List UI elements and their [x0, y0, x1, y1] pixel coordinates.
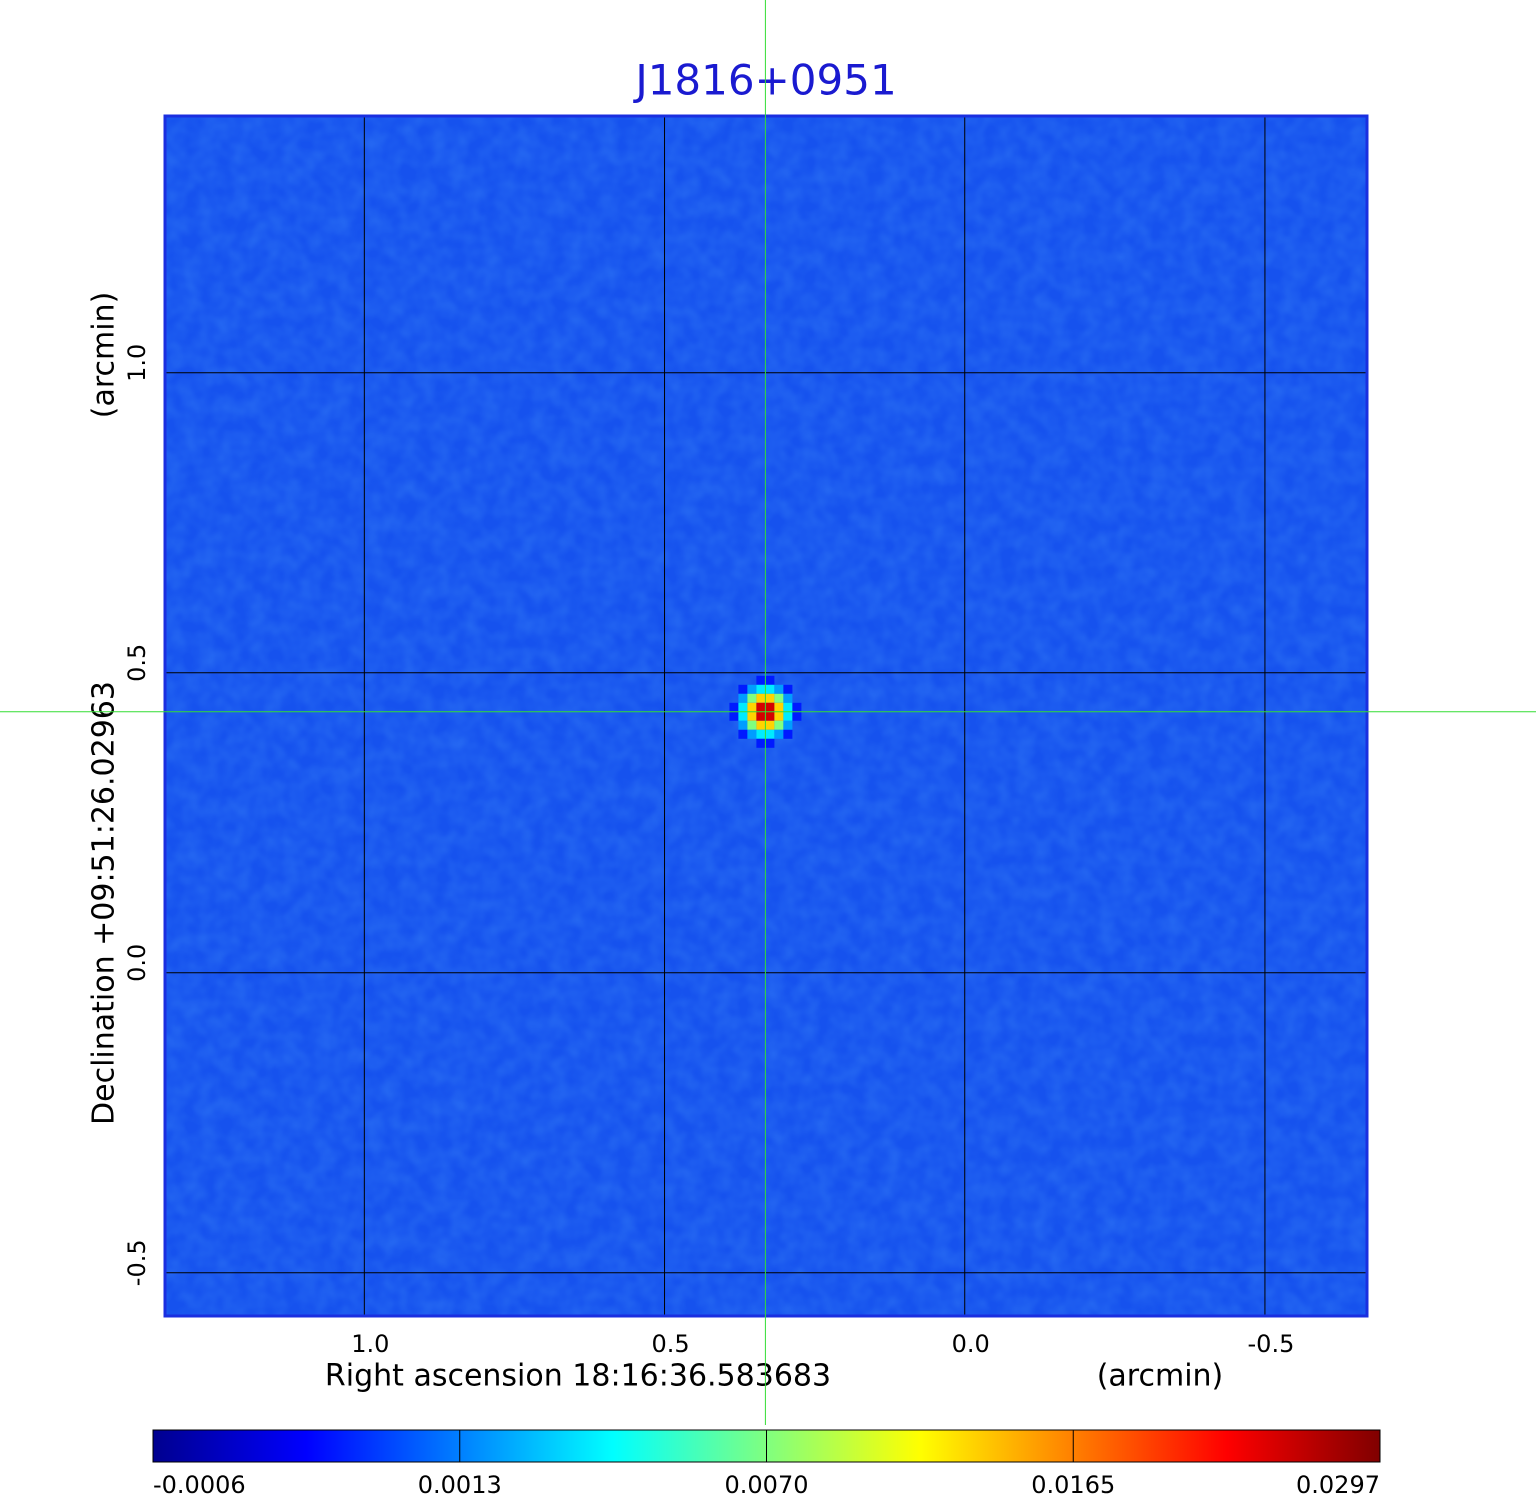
source-pixel [729, 711, 739, 721]
source-pixel [774, 729, 784, 739]
x-tick-label: -0.5 [1248, 1330, 1295, 1358]
source-pixel [765, 702, 775, 712]
source-pixel [774, 693, 784, 703]
source-pixel [792, 711, 802, 721]
source-pixel [765, 675, 775, 685]
source-pixel [765, 711, 775, 721]
source-pixel [756, 720, 766, 730]
source-pixel [765, 738, 775, 748]
source-pixel [756, 711, 766, 721]
source-pixel [738, 720, 748, 730]
colorbar-tick-label: 0.0013 [418, 1471, 502, 1499]
source-pixel [765, 684, 775, 694]
source-pixel [774, 684, 784, 694]
source-pixel [783, 711, 793, 721]
source-pixel [783, 684, 793, 694]
source-pixel [756, 684, 766, 694]
source-pixel [792, 702, 802, 712]
chart-title: J1816+0951 [632, 56, 896, 105]
source-pixel [765, 693, 775, 703]
source-pixel [774, 720, 784, 730]
y-tick-label: 0.0 [123, 944, 151, 982]
source-pixel [774, 711, 784, 721]
y-axis-unit: (arcmin) [87, 292, 122, 419]
plot-frame [163, 114, 1369, 1318]
source-pixel [747, 702, 757, 712]
plot-area [165, 116, 1367, 1316]
source-pixel [756, 675, 766, 685]
source-pixel [756, 729, 766, 739]
source-pixel [747, 720, 757, 730]
source-pixel [765, 729, 775, 739]
colorbar-tick-label: -0.0006 [153, 1471, 246, 1499]
source-pixel [747, 693, 757, 703]
source-pixel [738, 684, 748, 694]
source-pixel [783, 720, 793, 730]
y-tick-label: 1.0 [123, 344, 151, 382]
source-pixel [747, 684, 757, 694]
source-pixel [738, 693, 748, 703]
colorbar-tick-label: 0.0165 [1031, 1471, 1115, 1499]
source-pixel [738, 729, 748, 739]
source-pixel [783, 729, 793, 739]
source-pixel [738, 702, 748, 712]
x-tick-label: 1.0 [351, 1330, 389, 1358]
source-pixel [783, 702, 793, 712]
colorbar-tick-label: 0.0070 [725, 1471, 809, 1499]
source-pixel [765, 720, 775, 730]
source-pixel [774, 702, 784, 712]
source-pixel [756, 738, 766, 748]
source-pixel [738, 711, 748, 721]
source-pixel [729, 702, 739, 712]
source-pixel [747, 729, 757, 739]
y-axis-label: Declination +09:51:26.02963 [87, 681, 122, 1125]
source-pixel [747, 711, 757, 721]
x-tick-label: 0.0 [952, 1330, 990, 1358]
x-tick-label: 0.5 [651, 1330, 689, 1358]
y-tick-label: 0.5 [123, 644, 151, 682]
colorbar-tick-label: 0.0297 [1296, 1471, 1380, 1499]
y-tick-label: -0.5 [123, 1239, 151, 1286]
source-pixel [783, 693, 793, 703]
source-pixel [756, 702, 766, 712]
source-pixel [756, 693, 766, 703]
x-axis-label: Right ascension 18:16:36.583683 [325, 1359, 831, 1394]
x-axis-unit: (arcmin) [1097, 1359, 1224, 1394]
